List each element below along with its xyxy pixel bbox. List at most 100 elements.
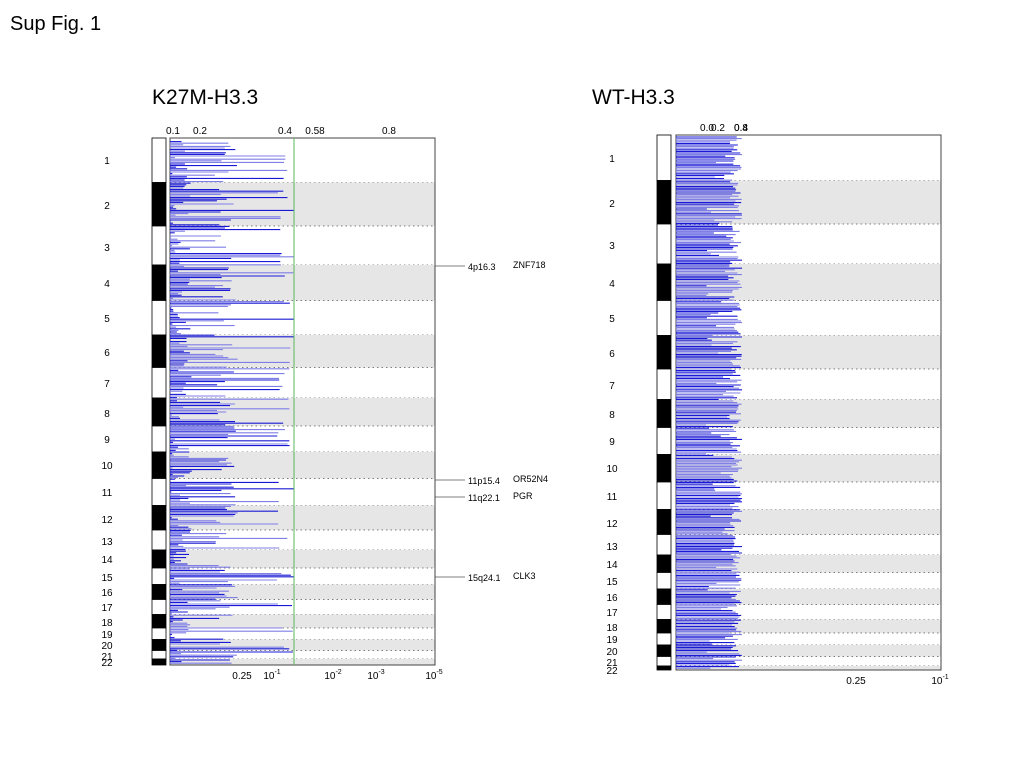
chromosome-label: 9 <box>104 435 110 446</box>
ideogram-segment <box>656 300 672 336</box>
ideogram-segment <box>656 180 672 225</box>
chromosome-label: 10 <box>101 461 113 472</box>
chromosome-label: 19 <box>606 635 618 646</box>
chromosome-band <box>676 555 941 573</box>
ideogram-segment <box>656 263 672 301</box>
annotation-gene: OR52N4 <box>513 474 548 484</box>
chromosome-label: 7 <box>609 381 615 392</box>
chromosome-label: 21 <box>101 652 113 663</box>
bottom-tick-exponent: -3 <box>378 669 384 676</box>
annotation-gene: PGR <box>513 491 533 501</box>
top-tick-label: 0.8 <box>382 126 396 137</box>
chromosome-label: 21 <box>606 658 618 669</box>
chromosome-label: 4 <box>609 279 615 290</box>
chromosome-band <box>170 639 435 651</box>
ideogram-segment <box>151 334 167 368</box>
chromosome-label: 15 <box>101 573 113 584</box>
bottom-tick-label: 10-2 <box>324 669 341 682</box>
chromosome-band <box>170 550 435 568</box>
top-tick-label: 0.58 <box>305 126 325 137</box>
ideogram-segment <box>151 639 167 651</box>
chromosome-label: 1 <box>104 156 110 167</box>
chromosome-label: 5 <box>104 314 110 325</box>
chromosome-label: 6 <box>104 348 110 359</box>
annotation-gene: CLK3 <box>513 571 536 581</box>
chromosome-band <box>676 335 941 369</box>
chromosome-label: 18 <box>101 618 113 629</box>
top-tick-label: 0.4 <box>734 123 748 134</box>
ideogram-segment <box>656 588 672 605</box>
chromosome-label: 12 <box>606 519 618 530</box>
bottom-tick-exponent: -1 <box>274 669 280 676</box>
ideogram-segment <box>151 397 167 427</box>
ideogram-segment <box>151 264 167 301</box>
chromosome-label: 20 <box>606 647 618 658</box>
chromosome-label: 7 <box>104 379 110 390</box>
chromosome-label: 13 <box>606 542 618 553</box>
ideogram-segment <box>656 134 672 181</box>
chromosome-band <box>170 584 435 600</box>
annotation-locus: 15q24.1 <box>468 573 501 583</box>
chromosome-label: 15 <box>606 577 618 588</box>
chromosome-label: 1 <box>609 154 615 165</box>
ideogram-segment <box>151 529 167 551</box>
bottom-tick-exponent: -1 <box>942 674 948 681</box>
chromosome-band <box>170 265 435 301</box>
bottom-tick-label: 10-1 <box>931 674 948 687</box>
chromosome-label: 17 <box>101 603 113 614</box>
chromosome-label: 8 <box>104 409 110 420</box>
bottom-tick-exponent: -2 <box>335 669 341 676</box>
bottom-tick-base: 10 <box>425 671 437 682</box>
ideogram-segment <box>151 505 167 531</box>
top-tick-label: 0.8 <box>734 123 748 134</box>
top-tick-label: 0.4 <box>278 126 292 137</box>
ideogram-segment <box>151 567 167 585</box>
chromosome-band <box>170 614 435 628</box>
ideogram-segment <box>656 572 672 590</box>
top-tick-label: 0.1 <box>166 126 180 137</box>
ideogram-segment <box>151 182 167 227</box>
ideogram-segment <box>656 534 672 556</box>
chromosome-band <box>676 645 941 657</box>
chromosome-label: 14 <box>101 555 113 566</box>
ideogram-segment <box>656 509 672 535</box>
chromosome-label: 20 <box>101 641 113 652</box>
bottom-tick-base: 10 <box>931 676 943 687</box>
chromosome-label: 13 <box>101 537 113 548</box>
chromosome-label: 5 <box>609 314 615 325</box>
bottom-tick-label: 10-3 <box>367 669 384 682</box>
plot-frame <box>169 137 436 666</box>
ideogram-segment <box>656 223 672 265</box>
bottom-tick-label: 0.25 <box>232 671 252 682</box>
panel-right <box>656 134 942 671</box>
ideogram-segment <box>151 650 167 660</box>
ideogram-segment <box>151 425 167 453</box>
chromosome-band <box>676 589 941 605</box>
chromosome-label: 2 <box>609 199 615 210</box>
bottom-tick-base: 0.25 <box>846 676 866 687</box>
chromosome-label: 3 <box>104 243 110 254</box>
ideogram-segment <box>656 632 672 646</box>
ideogram-segment <box>656 399 672 428</box>
ideogram-segment <box>151 658 167 666</box>
chromosome-label: 11 <box>607 492 618 503</box>
chromosome-label: 2 <box>104 201 110 212</box>
annotation-locus: 4p16.3 <box>468 262 496 272</box>
ideogram-segment <box>656 368 672 400</box>
chromosome-label: 4 <box>104 279 110 290</box>
ideogram-segment <box>151 478 167 506</box>
panel-title-wt: WT-H3.3 <box>592 86 675 109</box>
top-tick-label: 0.2 <box>193 126 207 137</box>
ideogram-segment <box>151 627 167 640</box>
ideogram-segment <box>151 584 167 600</box>
chromosome-label: 22 <box>606 666 618 677</box>
chromosome-label: 18 <box>606 623 618 634</box>
ideogram-segment <box>151 300 167 336</box>
ideogram-segment <box>151 599 167 615</box>
ideogram-segment <box>656 644 672 657</box>
annotation-gene: ZNF718 <box>513 260 546 270</box>
annotation-locus: 11p15.4 <box>468 476 500 486</box>
chromosome-label: 6 <box>609 349 615 360</box>
ideogram-segment <box>151 614 167 629</box>
